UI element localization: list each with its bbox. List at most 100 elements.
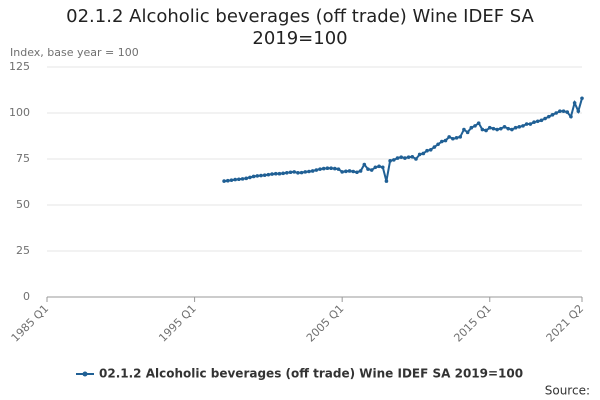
- data-point: [484, 128, 488, 133]
- data-point: [499, 126, 503, 131]
- data-point: [454, 136, 459, 140]
- data-point: [318, 167, 322, 171]
- data-point: [521, 124, 525, 128]
- data-point: [303, 170, 308, 174]
- y-tick-label: 25: [16, 244, 30, 257]
- data-point: [384, 179, 389, 183]
- data-point: [321, 166, 326, 171]
- data-point: [458, 135, 463, 139]
- data-point: [535, 119, 540, 124]
- data-point: [425, 148, 429, 153]
- x-tick-label: 2015 Q1: [451, 302, 494, 345]
- data-point: [476, 121, 481, 125]
- data-point: [388, 159, 392, 163]
- data-point: [524, 122, 529, 126]
- data-point: [554, 111, 558, 115]
- data-point: [255, 174, 260, 178]
- data-point: [369, 168, 374, 172]
- data-point: [473, 124, 477, 128]
- data-point: [362, 162, 367, 167]
- data-point: [329, 166, 333, 170]
- data-point: [285, 171, 289, 175]
- data-point: [487, 125, 492, 130]
- data-point: [580, 96, 584, 101]
- data-point: [299, 170, 304, 175]
- data-point: [495, 127, 499, 132]
- data-point: [532, 120, 536, 124]
- data-point: [543, 116, 547, 121]
- y-tick-label: 100: [9, 106, 30, 119]
- data-point: [262, 173, 267, 177]
- data-point: [443, 138, 448, 143]
- data-point: [310, 169, 315, 173]
- data-point: [237, 177, 241, 182]
- data-point: [561, 109, 566, 113]
- data-point: [439, 139, 444, 144]
- data-point: [325, 166, 330, 170]
- data-point: [229, 178, 234, 182]
- data-point: [233, 177, 237, 182]
- data-point: [395, 156, 400, 160]
- data-point: [569, 114, 573, 119]
- data-point: [380, 165, 385, 170]
- data-point: [558, 109, 562, 113]
- data-point: [358, 169, 363, 173]
- data-point: [307, 169, 311, 174]
- data-point: [273, 171, 278, 176]
- data-point: [462, 127, 466, 132]
- legend-label: 02.1.2 Alcoholic beverages (off trade) W…: [99, 367, 523, 381]
- data-point: [565, 110, 570, 114]
- data-point: [539, 118, 544, 123]
- data-point: [296, 171, 300, 175]
- source-label: Source:: [545, 384, 590, 398]
- data-point: [410, 154, 415, 159]
- data-point: [225, 178, 230, 183]
- data-point: [336, 167, 341, 171]
- data-point: [546, 114, 551, 119]
- data-point: [347, 169, 352, 173]
- data-point: [281, 171, 285, 176]
- data-point: [314, 168, 319, 172]
- y-axis-label: Index, base year = 100: [10, 46, 139, 59]
- data-point: [550, 113, 555, 117]
- data-point: [469, 125, 474, 130]
- data-point: [421, 151, 426, 156]
- data-point: [277, 171, 282, 176]
- x-tick-label: 1985 Q1: [9, 302, 52, 345]
- legend-marker: [82, 371, 88, 377]
- data-point: [414, 157, 418, 161]
- data-point: [451, 136, 455, 141]
- data-point: [248, 175, 252, 180]
- data-point: [251, 174, 256, 179]
- data-point: [259, 173, 263, 178]
- y-tick-label: 125: [9, 60, 30, 73]
- x-tick-label: 2021 Q2: [544, 302, 587, 345]
- y-tick-label: 75: [16, 152, 30, 165]
- data-point: [506, 126, 511, 131]
- data-point: [528, 122, 533, 126]
- data-line: [223, 98, 583, 183]
- data-point: [266, 172, 271, 177]
- y-tick-label: 50: [16, 198, 30, 211]
- data-point: [392, 158, 396, 162]
- data-point: [270, 172, 274, 176]
- data-point: [436, 142, 440, 147]
- x-tick-label: 1995 Q1: [156, 302, 199, 345]
- data-point: [344, 169, 348, 174]
- data-point: [406, 155, 411, 159]
- data-point: [432, 145, 437, 149]
- data-point: [480, 127, 485, 132]
- data-point: [417, 152, 422, 157]
- data-point: [240, 177, 245, 181]
- data-point: [517, 125, 522, 129]
- data-point: [222, 179, 226, 183]
- data-point: [377, 164, 381, 169]
- data-point: [340, 170, 344, 174]
- data-point: [355, 170, 359, 175]
- data-point: [373, 165, 378, 170]
- data-point: [447, 135, 451, 139]
- data-point: [502, 125, 507, 129]
- data-point: [510, 127, 514, 132]
- data-point: [576, 109, 581, 113]
